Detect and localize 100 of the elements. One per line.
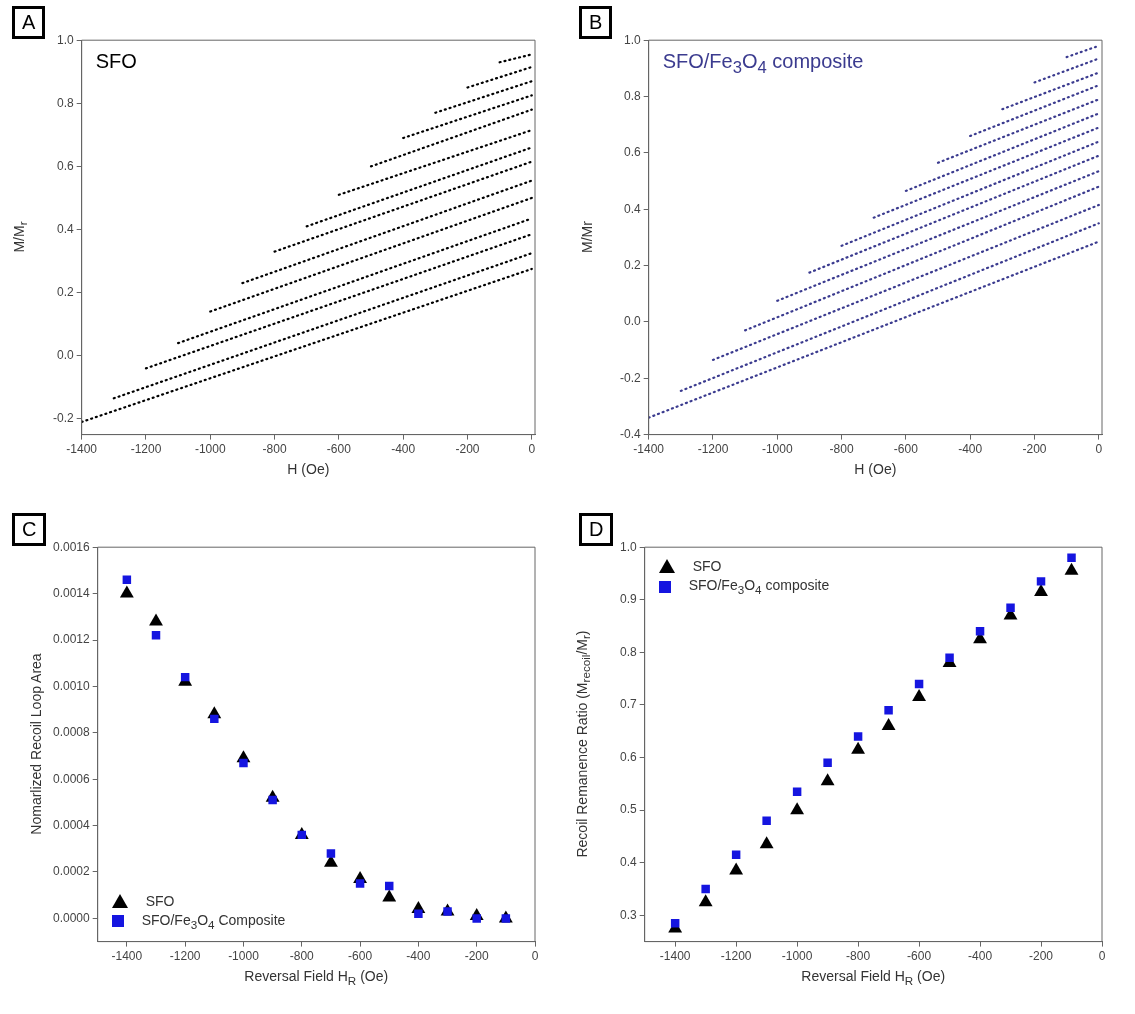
x-axis-title: H (Oe): [854, 460, 897, 477]
point: [149, 613, 163, 626]
point: [414, 909, 423, 918]
y-tick-label: 0.5: [619, 802, 637, 817]
y-tick-label: 0.0010: [53, 678, 91, 693]
x-tick-label: -1000: [194, 442, 226, 457]
x-axis-title: Reversal Field H$_{R}$ (Oe): [801, 967, 946, 987]
point: [122, 575, 132, 584]
legend-label: SFO: [692, 558, 722, 575]
x-tick-label: 0: [1095, 442, 1103, 457]
y-tick-label: -0.4: [619, 426, 641, 441]
point: [912, 689, 926, 702]
x-tick-label: -1000: [228, 949, 260, 964]
legend-label: SFO: [145, 892, 175, 909]
x-tick-label: -200: [464, 949, 490, 964]
x-tick-label: -400: [968, 949, 993, 964]
point: [884, 705, 893, 715]
point: [382, 889, 397, 902]
x-axis-title: H (Oe): [287, 460, 330, 477]
y-tick-label: 0.8: [619, 644, 637, 659]
point: [501, 914, 511, 923]
y-tick-label: -0.2: [619, 370, 641, 385]
chart-title: D: [579, 513, 614, 546]
y-tick-label: 0.6: [623, 145, 641, 160]
y-tick-label: 0.2: [56, 284, 74, 299]
y-tick-label: 0.8: [623, 88, 641, 103]
x-tick-label: -400: [406, 949, 431, 964]
x-tick-label: -1200: [169, 949, 201, 964]
point: [853, 732, 863, 741]
x-tick-label: -800: [262, 442, 287, 457]
point: [239, 758, 248, 768]
x-tick-label: -600: [893, 442, 919, 457]
x-tick-label: -1400: [111, 949, 143, 964]
point: [355, 879, 365, 888]
y-tick-label: 0.4: [619, 855, 637, 870]
y-tick-label: 1.0: [56, 32, 74, 47]
y-tick-label: 0.0008: [53, 725, 91, 740]
x-tick-label: -200: [1029, 949, 1054, 964]
y-tick-label: 0.8: [56, 95, 74, 110]
x-tick-label: -800: [289, 949, 315, 964]
chart-title: C: [12, 513, 47, 546]
x-tick-label: -200: [1022, 442, 1047, 457]
y-tick-label: 0.0014: [53, 585, 91, 600]
point: [1006, 603, 1015, 612]
y-tick-label: 0.4: [56, 221, 74, 236]
y-tick-label: 0.0002: [53, 864, 91, 879]
x-tick-label: -600: [326, 442, 352, 457]
y-tick-label: 0.0006: [53, 771, 91, 786]
x-tick-label: -800: [846, 949, 871, 964]
point: [881, 718, 896, 730]
annotation: SFO: [95, 50, 137, 74]
y-tick-label: 0.7: [619, 697, 637, 712]
point: [1064, 562, 1079, 575]
point: [701, 884, 710, 894]
y-tick-label: 0.0012: [53, 632, 91, 647]
point: [210, 714, 219, 724]
point: [762, 816, 771, 825]
x-tick-label: -400: [958, 442, 983, 457]
point: [1036, 577, 1046, 586]
y-tick-label: 0.0: [623, 314, 641, 329]
point: [945, 653, 954, 662]
x-tick-label: 0: [531, 949, 539, 964]
y-tick-label: 0.0000: [53, 910, 91, 925]
x-axis-title: Reversal Field H$_{R}$ (Oe): [244, 967, 389, 987]
point: [326, 849, 336, 858]
x-tick-label: 0: [528, 442, 536, 457]
x-tick-label: -1200: [697, 442, 729, 457]
point: [975, 627, 985, 636]
x-tick-label: -400: [391, 442, 416, 457]
x-tick-label: -1400: [66, 442, 98, 457]
point: [698, 894, 713, 907]
y-tick-label: 0.3: [619, 907, 637, 922]
x-tick-label: -1200: [130, 442, 162, 457]
y-tick-label: 1.0: [619, 539, 637, 554]
x-tick-label: -1200: [720, 949, 752, 964]
annotation: SFO/Fe$_{3}$O$_{4}$ composite: [662, 50, 864, 79]
y-tick-label: 0.6: [56, 158, 74, 173]
y-tick-label: 0.4: [623, 201, 641, 216]
point: [851, 741, 866, 754]
x-tick-label: -200: [455, 442, 480, 457]
point: [823, 758, 832, 768]
y-tick-label: -0.2: [52, 411, 74, 426]
y-tick-label: 0.0: [56, 348, 74, 363]
point: [729, 862, 744, 875]
x-tick-label: -1000: [781, 949, 813, 964]
y-axis-title: M/Mr: [578, 221, 595, 254]
x-tick-label: -600: [348, 949, 373, 964]
x-tick-label: -600: [907, 949, 932, 964]
point: [790, 802, 805, 815]
x-tick-label: -1400: [633, 442, 665, 457]
legend-label: SFO/Fe$_{3}$O$_{4}$ Composite: [141, 911, 286, 931]
legend-label: SFO/Fe$_{3}$O$_{4}$ composite: [688, 577, 830, 596]
y-tick-label: 1.0: [623, 32, 641, 47]
y-tick-label: 0.2: [623, 257, 641, 272]
y-tick-label: 0.9: [619, 592, 637, 607]
point: [1067, 553, 1076, 562]
point: [759, 836, 774, 849]
x-tick-label: -800: [829, 442, 854, 457]
x-tick-label: -1400: [659, 949, 691, 964]
point: [151, 631, 161, 640]
